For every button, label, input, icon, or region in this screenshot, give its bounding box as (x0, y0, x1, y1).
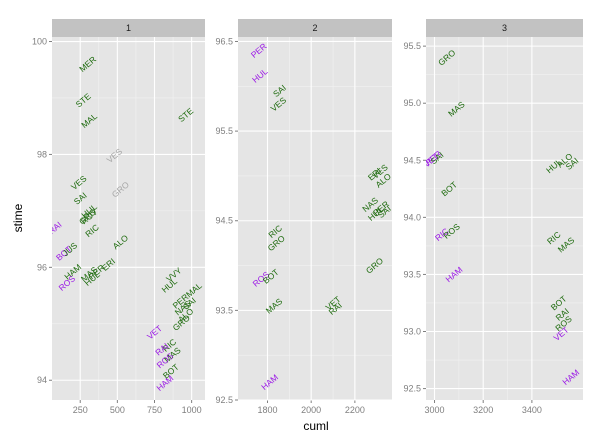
x-tick-label: 500 (110, 405, 125, 415)
point-label: RAI (46, 219, 63, 236)
y-tick-label: 93.5 (403, 269, 421, 279)
y-tick-label: 92.5 (403, 384, 421, 394)
x-tick-label: 3400 (522, 405, 542, 415)
x-tick-label: 2000 (301, 405, 321, 415)
panel-background (238, 37, 392, 400)
y-tick-label: 92.5 (215, 395, 233, 405)
y-tick-label: 95.5 (403, 41, 421, 51)
panel-background (52, 37, 205, 400)
x-axis-title: cuml (303, 419, 328, 433)
y-tick-label: 100 (32, 37, 47, 47)
x-tick-label: 1800 (257, 405, 277, 415)
y-axis-title: stime (11, 203, 25, 232)
facet-strip (238, 19, 392, 37)
x-tick-label: 2200 (345, 405, 365, 415)
y-tick-label: 96 (37, 262, 47, 272)
y-tick-label: 95.5 (215, 126, 233, 136)
y-tick-label: 94.5 (215, 216, 233, 226)
y-tick-label: 94.5 (403, 155, 421, 165)
facet-strip-label: 3 (502, 23, 507, 33)
facet-strip (52, 19, 205, 37)
facet-strip-label: 1 (126, 23, 131, 33)
x-tick-label: 250 (73, 405, 88, 415)
y-tick-label: 93.0 (403, 327, 421, 337)
x-tick-label: 3000 (425, 405, 445, 415)
y-tick-label: 94 (37, 375, 47, 385)
y-tick-label: 95.0 (403, 98, 421, 108)
y-tick-label: 94.0 (403, 212, 421, 222)
panel-background (426, 37, 583, 400)
facet-panel-3: 3 3000 3200 3400 92.5 93.0 93.5 94.0 94.5 95.0 95.… (403, 19, 583, 415)
facet-strip-label: 2 (312, 23, 317, 33)
y-tick-label: 98 (37, 149, 47, 159)
x-tick-label: 1000 (182, 405, 202, 415)
x-tick-label: 750 (147, 405, 162, 415)
x-tick-label: 3200 (473, 405, 493, 415)
y-tick-label: 93.5 (215, 305, 233, 315)
y-tick-label: 96.5 (215, 36, 233, 46)
facet-strip (426, 19, 583, 37)
